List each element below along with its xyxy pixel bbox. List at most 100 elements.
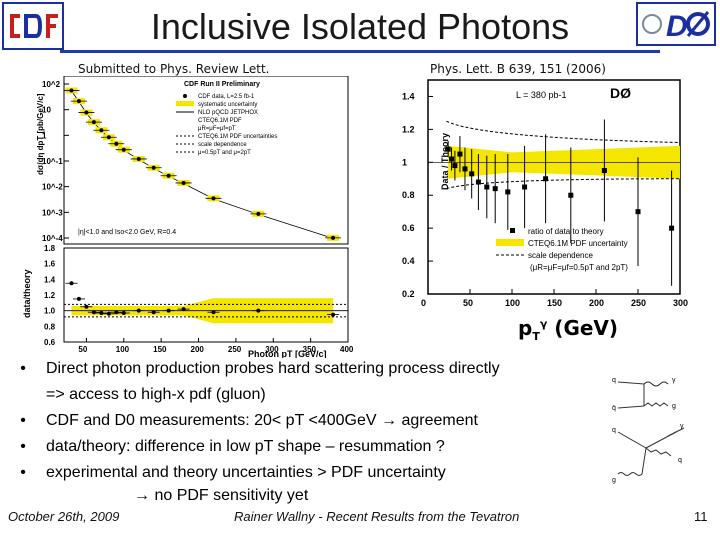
legend-swatch xyxy=(176,101,194,106)
data-point xyxy=(99,311,104,316)
data-point xyxy=(601,168,607,174)
data-point xyxy=(256,211,261,216)
y-tick-label: 0.4 xyxy=(402,256,415,266)
legend-swatch xyxy=(183,94,187,98)
scale-upper xyxy=(446,120,681,144)
data-point xyxy=(69,281,74,286)
data-point xyxy=(543,176,549,182)
data-point xyxy=(475,179,481,185)
x-tick-label: 400 xyxy=(340,345,354,354)
d0-ylabel: Data / Theory xyxy=(440,133,450,190)
data-point xyxy=(121,311,126,316)
svg-text:g: g xyxy=(672,403,676,410)
caption-right: Phys. Lett. B 639, 151 (2006) xyxy=(430,62,606,76)
footer-date: October 26th, 2009 xyxy=(8,509,120,524)
scale-lower xyxy=(446,178,681,190)
data-point xyxy=(568,192,574,198)
svg-text:D: D xyxy=(666,10,688,43)
data-point xyxy=(106,135,111,140)
data-point xyxy=(635,209,641,215)
data-point xyxy=(166,308,171,313)
y-tick-label: 0.2 xyxy=(402,289,415,299)
data-point xyxy=(99,128,104,133)
bullet-text: Direct photon production probes hard sca… xyxy=(46,360,500,377)
footer-center: Rainer Wallny - Recent Results from the … xyxy=(234,509,520,524)
y-tick-label: 1.4 xyxy=(402,91,415,101)
title-divider xyxy=(60,50,660,53)
legend-label: μR=μF=μf=pT xyxy=(198,126,236,132)
y-tick-label: 0.6 xyxy=(402,223,415,233)
bullet-text: CDF and D0 measurements: 20< pT <400GeV … xyxy=(46,412,478,429)
slide-title: Inclusive Isolated Photons xyxy=(150,6,570,47)
data-point xyxy=(211,196,216,201)
legend-label: CTEQ6.1M PDF uncertainty xyxy=(528,239,628,248)
x-tick-label: 300 xyxy=(673,298,688,308)
svg-text:γ: γ xyxy=(680,423,684,430)
y-tick-label: 10 xyxy=(42,106,51,115)
d0-logo: D xyxy=(636,2,716,46)
pt-axis-label: pTγ (GeV) xyxy=(518,316,619,343)
legend-label: scale dependence xyxy=(198,142,247,148)
data-point xyxy=(166,173,171,178)
data-point xyxy=(121,147,126,152)
y-tick-label: 10^-1 xyxy=(42,157,63,166)
bullet-list: • Direct photon production probes hard s… xyxy=(14,356,614,506)
data-point xyxy=(469,171,475,177)
x-tick-label: 100 xyxy=(116,345,130,354)
svg-text:γ: γ xyxy=(672,377,676,384)
data-point xyxy=(492,186,498,192)
x-tick-label: 200 xyxy=(589,298,604,308)
y-tick-label: 0.6 xyxy=(44,338,56,347)
bullet-item: • CDF and D0 measurements: 20< pT <400Ge… xyxy=(14,408,614,434)
data-point xyxy=(181,180,186,185)
bullet-text-cont: => access to high-x pdf (gluon) xyxy=(46,386,266,403)
y-tick-label: 1.2 xyxy=(44,291,56,300)
bullet-text: experimental and theory uncertainties > … xyxy=(46,464,446,481)
data-point xyxy=(331,235,336,240)
y-tick-label: 10^2 xyxy=(42,80,61,89)
x-tick-label: 150 xyxy=(153,345,167,354)
ratio-ylabel: data/theory xyxy=(22,269,32,318)
legend-label: μ=0.5pT and μ=2pT xyxy=(198,150,251,156)
legend-swatch xyxy=(496,239,524,246)
caption-left: Submitted to Phys. Review Lett. xyxy=(78,62,270,76)
data-point xyxy=(91,310,96,315)
legend-label: CDF data, L=2.5 fb-1 xyxy=(198,94,255,100)
x-tick-label: 100 xyxy=(505,298,520,308)
svg-text:q̄: q̄ xyxy=(612,405,616,412)
data-point xyxy=(106,311,111,316)
data-point xyxy=(84,304,89,309)
data-point xyxy=(445,146,451,152)
d0-ratio-plot: Data / Theory DØ L = 380 pb-1 1.4 1.2 1 0.8… xyxy=(396,76,692,316)
data-point xyxy=(457,151,463,157)
y-tick-label: 1 xyxy=(42,131,47,140)
data-point xyxy=(256,308,261,313)
data-point xyxy=(331,312,336,317)
svg-text:g: g xyxy=(612,477,616,484)
x-tick-label: 350 xyxy=(303,345,317,354)
x-tick-label: 250 xyxy=(228,345,242,354)
cdf-logo xyxy=(2,2,64,50)
y-tick-label: 10^-4 xyxy=(42,234,63,243)
y-tick-label: 1 xyxy=(402,157,407,167)
data-point xyxy=(76,296,81,301)
bullet-text-cont: → no PDF sensitivity yet xyxy=(134,487,309,504)
data-point xyxy=(181,307,186,312)
data-point xyxy=(669,225,675,231)
x-tick-label: 0 xyxy=(421,298,426,308)
page-number: 11 xyxy=(694,509,708,524)
svg-text:q: q xyxy=(612,377,616,384)
y-tick-label: 0.8 xyxy=(44,322,56,331)
x-tick-label: 50 xyxy=(463,298,473,308)
legend-label: systematic uncertainty xyxy=(198,102,257,108)
y-tick-label: 1.4 xyxy=(44,275,56,284)
cdf-cross-section-plot: dσ/dη dpT [pb/GeV/c] data/theory 10^2 10 1… xyxy=(8,76,356,358)
bullet-text: data/theory: difference in low pT shape … xyxy=(46,438,445,455)
data-point xyxy=(505,189,511,195)
legend-label: scale dependence xyxy=(528,251,593,260)
data-point xyxy=(151,310,156,315)
data-point xyxy=(136,308,141,313)
cdf-ylabel: dσ/dη dpT [pb/GeV/c] xyxy=(36,93,45,175)
legend-label: (μR=μF=μf=0.5pT and 2pT) xyxy=(530,263,628,272)
data-point xyxy=(452,163,458,169)
